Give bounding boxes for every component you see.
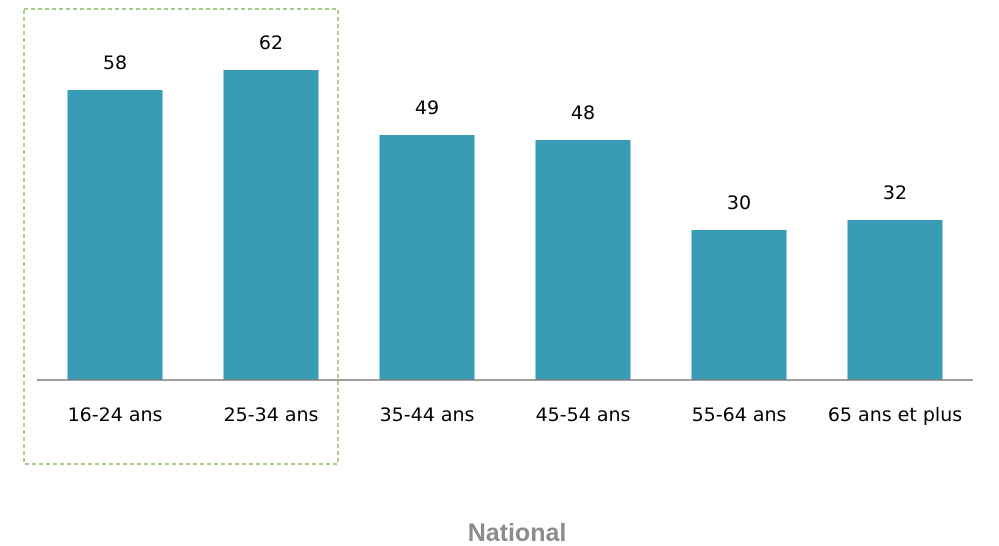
bar-16-24-ans [67,90,163,380]
category-label-45-54-ans: 45-54 ans [536,404,631,426]
category-label-65-ans-et-plus: 65 ans et plus [828,404,962,426]
category-label-25-34-ans: 25-34 ans [224,404,319,426]
value-label-55-64-ans: 30 [727,192,751,214]
labels-layer: 58 16-24 ans 62 25-34 ans 49 35-44 ans 48 45-54… [68,32,963,426]
category-label-55-64-ans: 55-64 ans [692,404,787,426]
bar-45-54-ans [535,140,631,380]
value-label-45-54-ans: 48 [571,102,595,124]
footer-label: National [468,519,567,546]
value-label-25-34-ans: 62 [259,32,283,54]
category-label-35-44-ans: 35-44 ans [380,404,475,426]
highlight-box [23,8,339,465]
bar-55-64-ans [691,230,787,380]
bar-65-ans-et-plus [847,220,943,380]
value-label-16-24-ans: 58 [103,52,127,74]
category-label-16-24-ans: 16-24 ans [68,404,163,426]
value-label-35-44-ans: 49 [415,97,439,119]
bar-25-34-ans [223,70,319,380]
bars-layer [67,70,943,380]
value-label-65-ans-et-plus: 32 [883,182,907,204]
bar-35-44-ans [379,135,475,380]
